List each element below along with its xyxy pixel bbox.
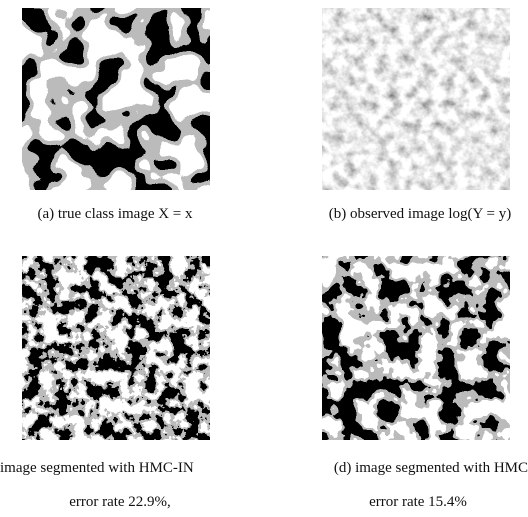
segmented-image-hmc (322, 256, 510, 440)
page: (a) true class image X = x (b) observed … (0, 0, 528, 517)
figure: (a) true class image X = x (b) observed … (0, 0, 528, 517)
caption: (b) observed image log(Y = y) (329, 206, 511, 222)
class-image (22, 8, 210, 190)
segmented-image-hmc-in (22, 256, 210, 440)
caption: error rate 22.9%, (69, 494, 171, 510)
caption: image segmented with HMC-IN (0, 460, 194, 476)
observed-image (322, 8, 510, 190)
caption: (d) image segmented with HMC (334, 460, 528, 476)
caption: error rate 15.4% (369, 494, 467, 510)
caption: (a) true class image X = x (37, 206, 193, 222)
